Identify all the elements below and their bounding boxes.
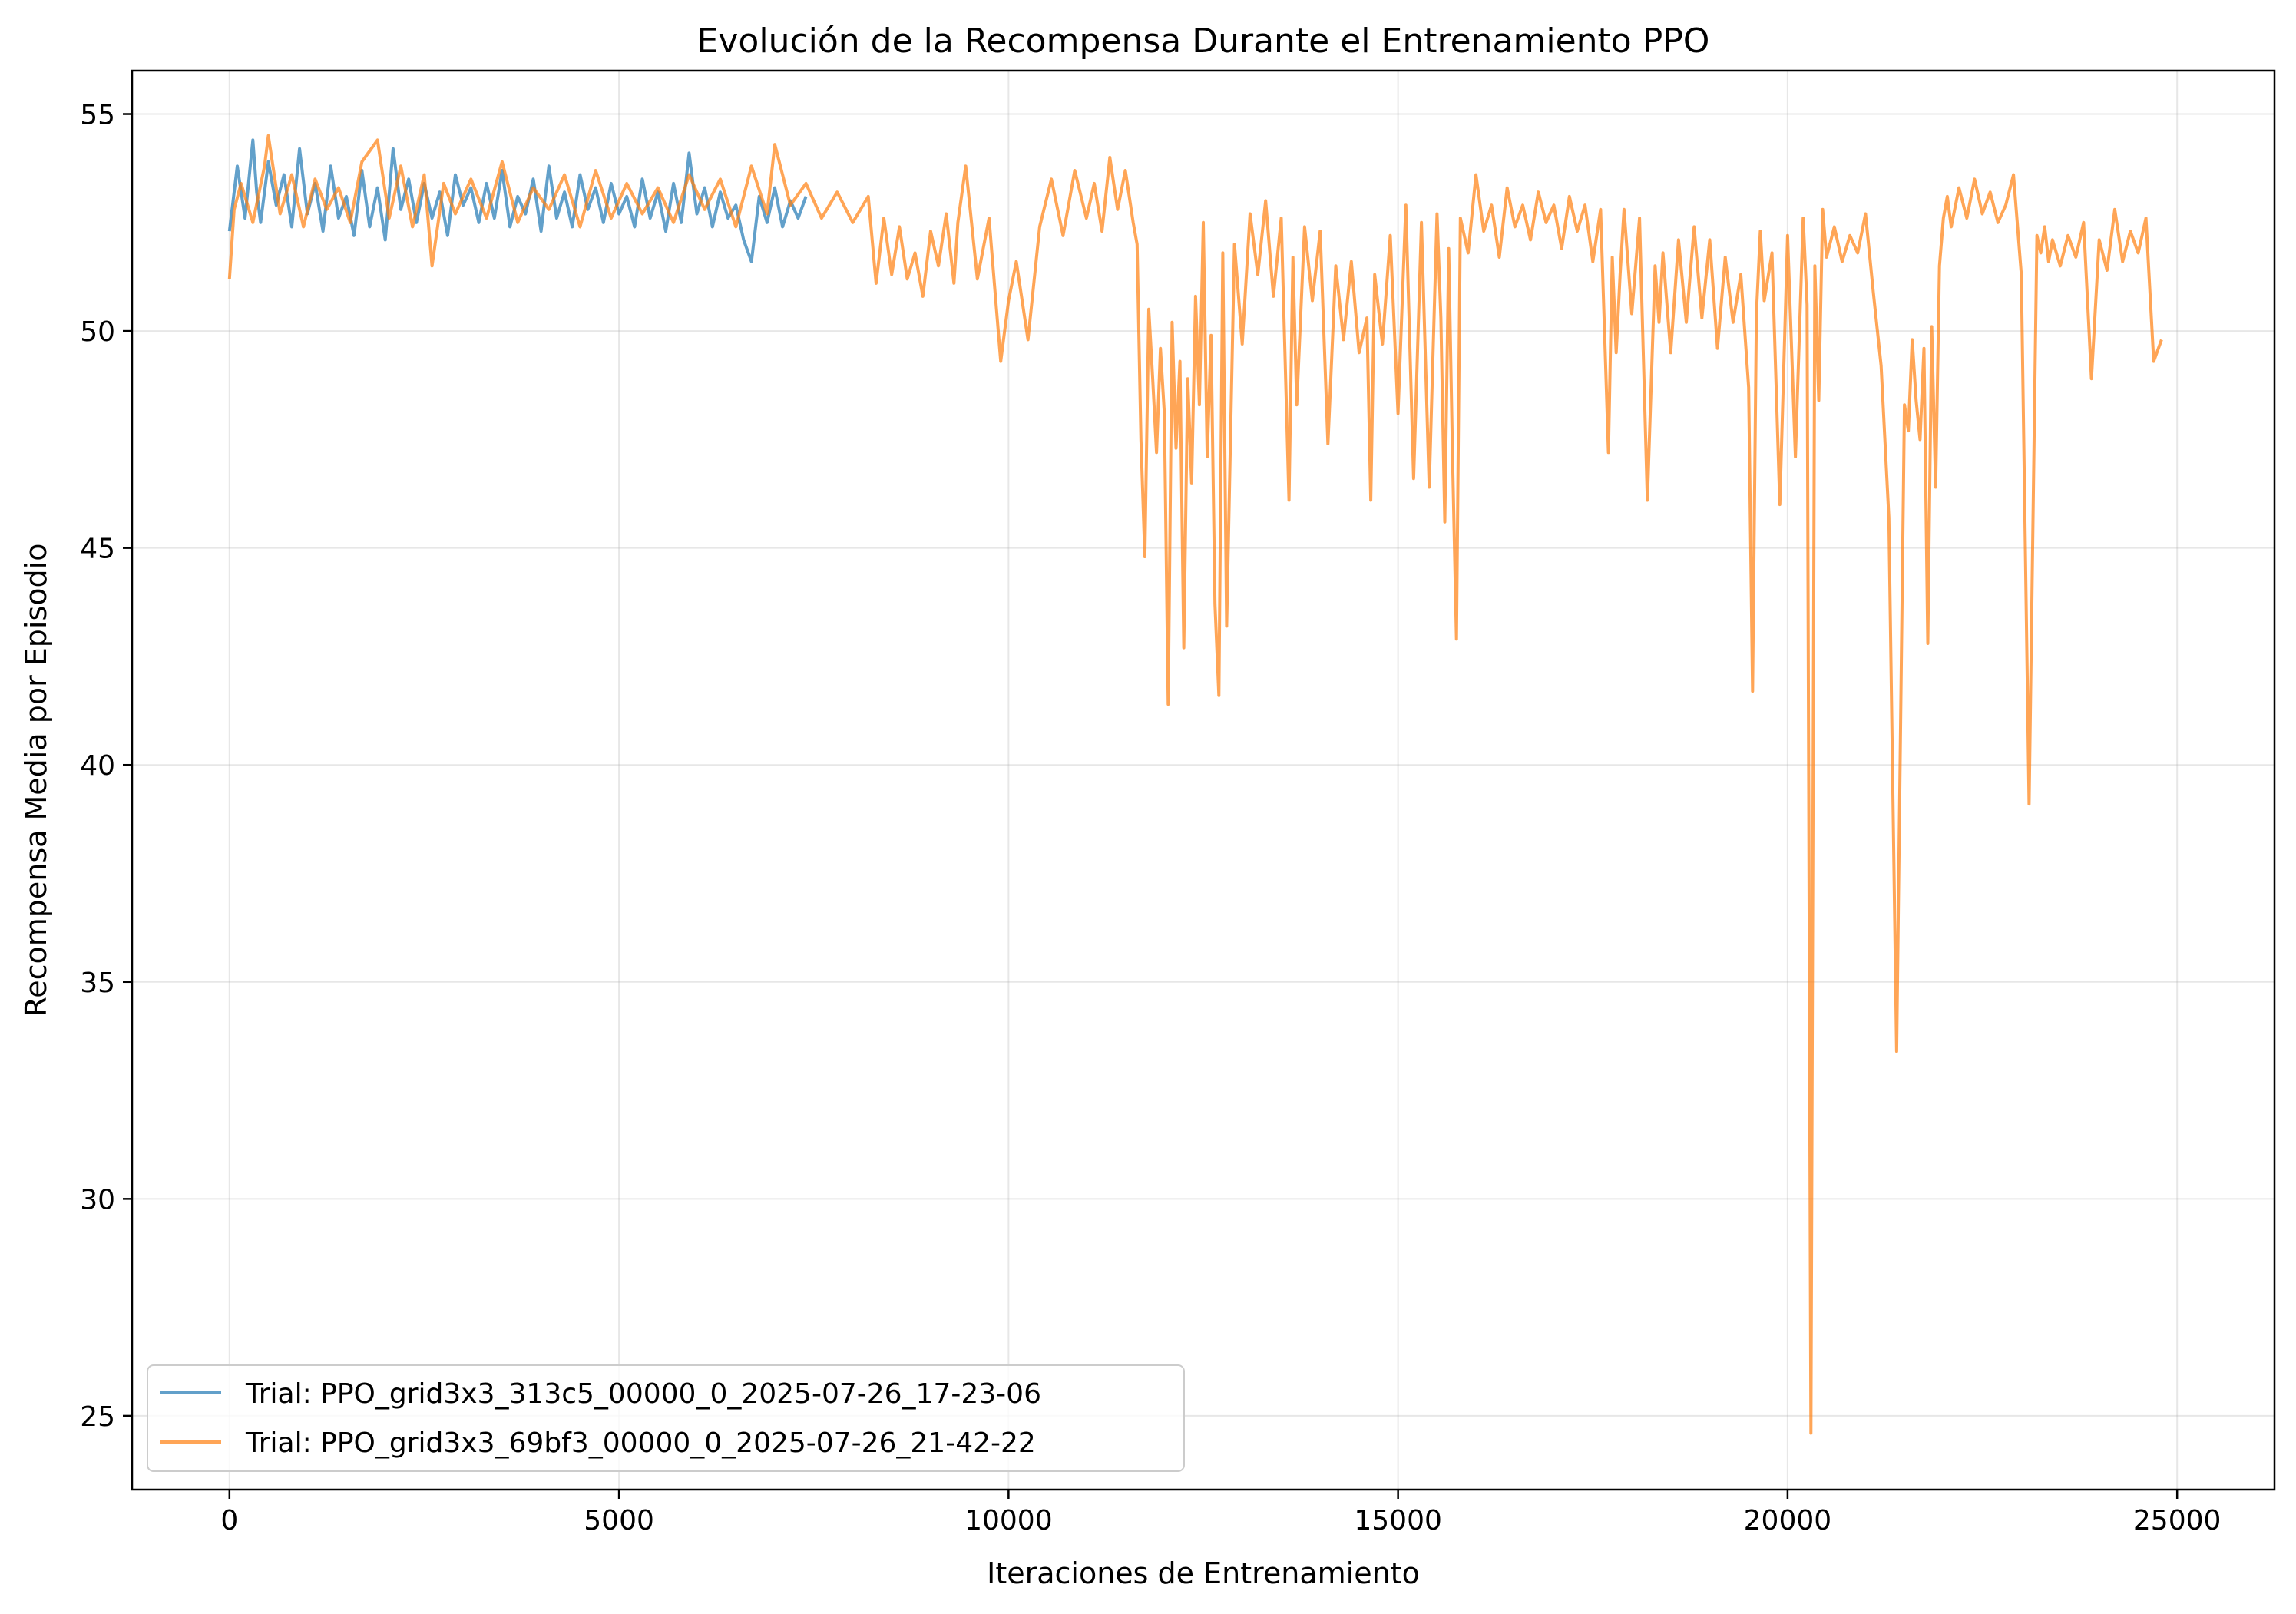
x-tick-label: 15000: [1354, 1505, 1442, 1536]
chart-title: Evolución de la Recompensa Durante el En…: [697, 21, 1710, 61]
legend-label-2: Trial: PPO_grid3x3_69bf3_00000_0_2025-07…: [245, 1427, 1036, 1459]
y-tick-label: 55: [80, 100, 115, 131]
y-tick-label: 40: [80, 750, 115, 782]
x-tick-label: 10000: [964, 1505, 1053, 1536]
x-tick-label: 5000: [584, 1505, 654, 1536]
y-tick-label: 30: [80, 1184, 115, 1215]
plot-frame: [131, 69, 2276, 1491]
x-axis-title: Iteraciones de Entrenamiento: [987, 1556, 1420, 1590]
y-axis-title: Recompensa Media por Episodio: [19, 544, 53, 1017]
y-tick-label: 35: [80, 967, 115, 999]
x-tick-label: 0: [220, 1505, 238, 1536]
legend-label-1: Trial: PPO_grid3x3_313c5_00000_0_2025-07…: [245, 1378, 1041, 1410]
x-tick-label: 25000: [2133, 1505, 2222, 1536]
y-tick-label: 45: [80, 534, 115, 565]
ticks: 0 5000 10000 15000 20000 25000 25 30 35 40 45 50 55: [80, 100, 2221, 1536]
series-line-2: [227, 134, 2163, 1435]
y-tick-label: 25: [80, 1401, 115, 1433]
legend: Trial: PPO_grid3x3_313c5_00000_0_2025-07…: [147, 1364, 1185, 1472]
x-tick-label: 20000: [1744, 1505, 1832, 1536]
y-tick-label: 50: [80, 316, 115, 348]
legend-box: [147, 1364, 1185, 1472]
series-lines: [227, 134, 2163, 1435]
